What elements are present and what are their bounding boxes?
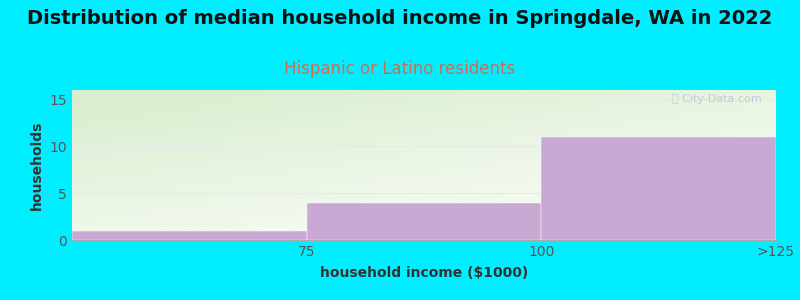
Text: Ⓐ City-Data.com: Ⓐ City-Data.com	[672, 94, 762, 104]
Bar	[72, 231, 306, 240]
Text: Distribution of median household income in Springdale, WA in 2022: Distribution of median household income …	[27, 9, 773, 28]
Y-axis label: households: households	[30, 120, 44, 210]
Bar	[306, 202, 542, 240]
Text: Hispanic or Latino residents: Hispanic or Latino residents	[284, 60, 516, 78]
Bar	[542, 137, 776, 240]
X-axis label: household income ($1000): household income ($1000)	[320, 266, 528, 280]
